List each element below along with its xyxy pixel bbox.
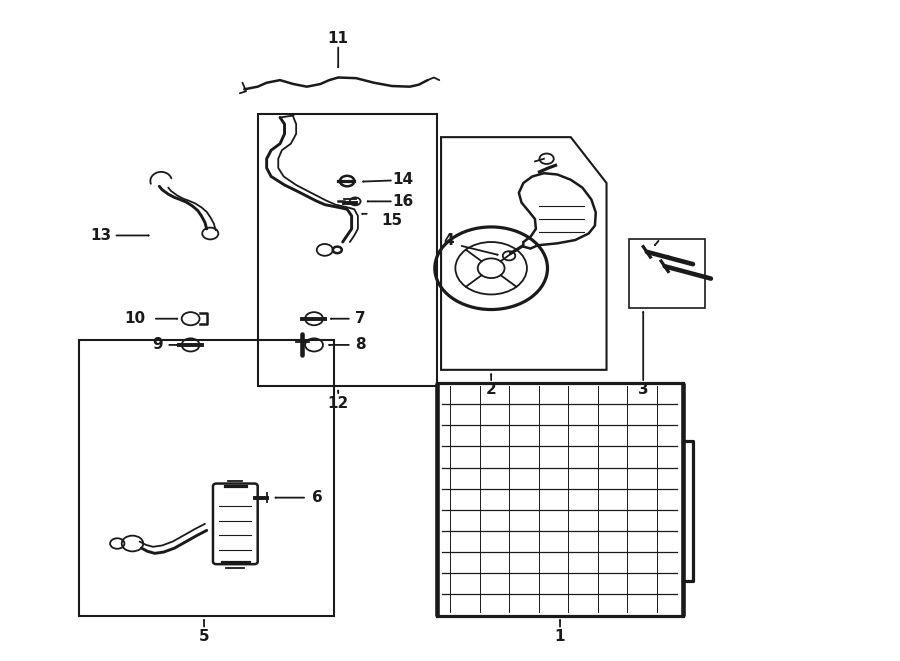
Text: 10: 10	[124, 311, 146, 326]
Text: 2: 2	[486, 382, 497, 397]
Text: 15: 15	[382, 213, 402, 228]
Bar	[79, 340, 334, 615]
Text: 8: 8	[356, 337, 366, 352]
Text: 9: 9	[152, 337, 163, 352]
Text: 5: 5	[199, 629, 210, 644]
Text: 4: 4	[443, 233, 454, 248]
Text: 6: 6	[312, 490, 323, 505]
Text: 7: 7	[356, 311, 366, 326]
Text: 3: 3	[638, 382, 649, 397]
Text: 13: 13	[91, 228, 112, 243]
Text: 14: 14	[392, 173, 413, 187]
Text: 16: 16	[392, 194, 413, 209]
Text: 1: 1	[554, 629, 565, 644]
Text: 12: 12	[328, 396, 349, 410]
Text: 11: 11	[328, 30, 348, 46]
Bar	[629, 239, 705, 307]
Bar	[257, 114, 436, 386]
